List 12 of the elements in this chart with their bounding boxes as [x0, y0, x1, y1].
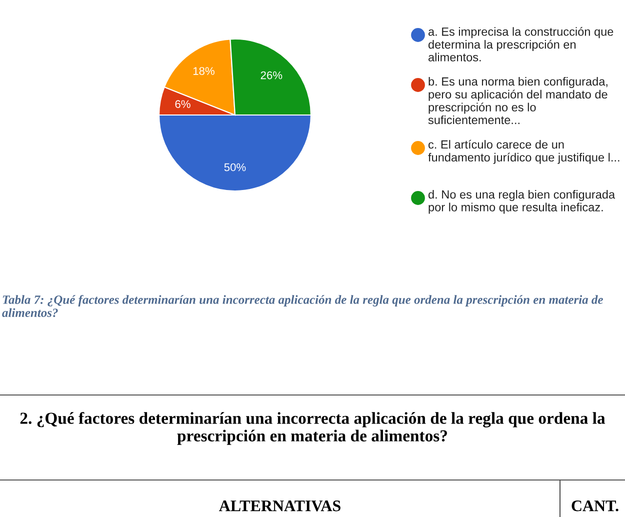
data-label: 6%: [175, 100, 190, 108]
data-label: 18%: [193, 67, 214, 75]
data-label: 26%: [260, 71, 282, 80]
data-label: 50%: [224, 163, 246, 172]
legend-label: d. No es una regla bien configurada por lo mismo que resulta ineficaz.: [428, 190, 616, 214]
text: ALTERNATIVAS: [219, 500, 340, 512]
text: 2. ¿Qué factores determinarían una incorrecta aplicación de la regla que ordena la prescripción en materia de alimentos?: [20, 412, 606, 445]
text: CANT.: [572, 500, 618, 512]
legend-label: a. Es imprecisa la construcción que determina la prescripción en alimentos.: [428, 27, 614, 62]
text: Tabla 7: ¿Qué factores determinarían una incorrecta aplicación de la regla que ordena la prescripción en materia de alimentos?: [2, 295, 603, 318]
legend-label: b. Es una norma bien configurada, pero su aplicación del mandato de prescripción no es lo suficientemente...: [428, 77, 608, 124]
legend-label: c. El artículo carece de un fundamento jurídico que justifique l...: [428, 140, 620, 164]
